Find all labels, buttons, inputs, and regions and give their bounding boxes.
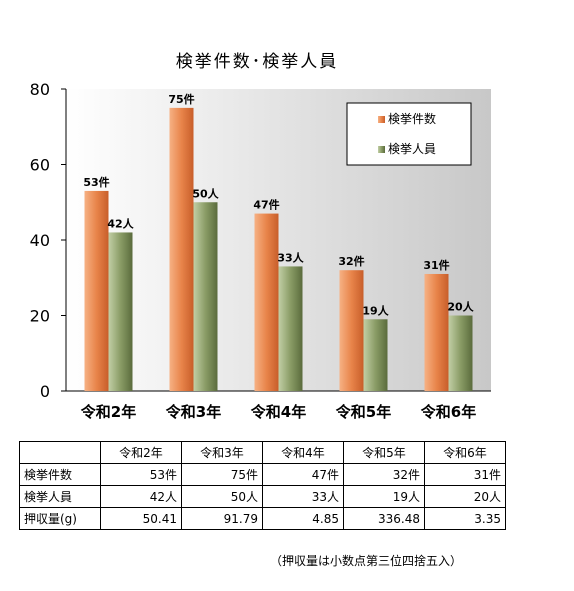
y-tick-label: 0	[40, 382, 50, 401]
x-category-label: 令和5年	[336, 403, 391, 421]
table-header-cell: 令和2年	[100, 441, 182, 464]
table-cell: 19人	[343, 485, 425, 508]
table-cell: 4.85	[262, 507, 344, 530]
table-cell: 53件	[100, 463, 182, 486]
table-row-label: 押収量(g)	[19, 507, 101, 530]
legend-box	[346, 102, 472, 166]
y-tick-label: 60	[30, 156, 50, 175]
footnote: （押収量は小数点第三位四捨五入）	[270, 554, 463, 568]
bar-persons	[363, 319, 388, 391]
table-header-cell: 令和6年	[424, 441, 506, 464]
bar-arrests	[339, 270, 364, 391]
data-label: 42人	[107, 216, 134, 230]
table-cell: 91.79	[181, 507, 263, 530]
table-header-cell: 令和3年	[181, 441, 263, 464]
data-label: 47件	[253, 198, 279, 212]
legend-label-1: 検挙人員	[388, 142, 436, 156]
bar-arrests	[424, 273, 449, 391]
data-label: 20人	[447, 300, 474, 314]
table-cell: 3.35	[424, 507, 506, 530]
data-table: 令和2年 令和3年 令和4年 令和5年 令和6年 検挙件数 53件 75件 47…	[19, 441, 506, 530]
bar-arrests	[84, 190, 109, 391]
bar-persons	[278, 266, 303, 391]
data-label: 53件	[83, 175, 109, 189]
legend-swatch-0	[378, 116, 385, 123]
table-row: 検挙件数 53件 75件 47件 32件 31件	[19, 463, 506, 486]
table-header-row: 令和2年 令和3年 令和4年 令和5年 令和6年	[19, 441, 506, 464]
table-row-label: 検挙件数	[19, 463, 101, 486]
x-category-label: 令和4年	[251, 403, 306, 421]
table-cell: 47件	[262, 463, 344, 486]
table-cell: 31件	[424, 463, 506, 486]
table-corner-cell	[19, 441, 101, 464]
data-label: 50人	[192, 186, 219, 200]
data-label: 19人	[362, 303, 389, 317]
table-cell: 20人	[424, 485, 506, 508]
bar-arrests	[254, 213, 279, 391]
table-cell: 336.48	[343, 507, 425, 530]
legend: 検挙件数 検挙人員	[346, 102, 472, 166]
table-cell: 50人	[181, 485, 263, 508]
data-label: 31件	[423, 258, 449, 272]
y-axis-ticks: 0 20 40 60 80	[30, 80, 66, 401]
table-cell: 32件	[343, 463, 425, 486]
legend-swatch-1	[378, 146, 385, 153]
y-tick-label: 20	[30, 307, 50, 326]
bar-persons	[108, 232, 133, 391]
bar-chart: 検挙件数･検挙人員 0 20 40 60 80 53件 42人 75件 50人 47件 33人 32…	[30, 52, 491, 421]
table-row: 検挙人員 42人 50人 33人 19人 20人	[19, 485, 506, 508]
table-row: 押収量(g) 50.41 91.79 4.85 336.48 3.35	[19, 507, 506, 530]
bar-persons	[448, 315, 473, 391]
y-tick-label: 80	[30, 80, 50, 99]
table-header-cell: 令和5年	[343, 441, 425, 464]
y-tick-label: 40	[30, 231, 50, 250]
table-header-cell: 令和4年	[262, 441, 344, 464]
data-label: 33人	[277, 250, 304, 264]
table-cell: 50.41	[100, 507, 182, 530]
x-axis-categories: 令和2年 令和3年 令和4年 令和5年 令和6年	[81, 403, 476, 421]
data-label: 32件	[338, 254, 364, 268]
bar-arrests	[169, 107, 194, 391]
table-row-label: 検挙人員	[19, 485, 101, 508]
chart-title: 検挙件数･検挙人員	[176, 52, 339, 72]
table-cell: 75件	[181, 463, 263, 486]
legend-label-0: 検挙件数	[388, 111, 436, 126]
data-label: 75件	[168, 92, 194, 106]
x-category-label: 令和6年	[421, 403, 476, 421]
table-cell: 33人	[262, 485, 344, 508]
bars-group: 53件 42人 75件 50人 47件 33人 32件 19人 31件 20人	[83, 92, 475, 391]
x-category-label: 令和3年	[166, 403, 221, 421]
bar-persons	[193, 202, 218, 391]
table-cell: 42人	[100, 485, 182, 508]
x-category-label: 令和2年	[81, 403, 136, 421]
